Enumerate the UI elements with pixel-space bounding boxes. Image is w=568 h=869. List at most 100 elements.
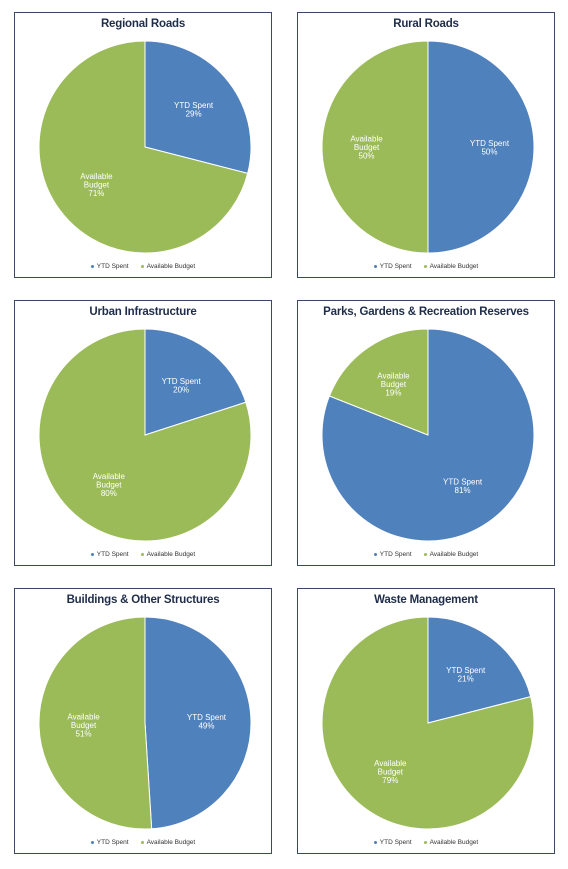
slice-label-line: YTD Spent xyxy=(446,666,486,675)
chart-panel-rural-roads: Rural Roads YTD Spent 50% Available Budget 50… xyxy=(297,12,555,278)
legend-item-available-budget: Available Budget xyxy=(140,551,196,558)
chart-legend: YTD Spent Available Budget xyxy=(15,263,271,270)
legend-label: Available Budget xyxy=(146,551,196,558)
chart-panel-urban-infrastructure: Urban Infrastructure YTD Spent 20% Availabl… xyxy=(14,300,272,566)
legend-label: YTD Spent xyxy=(379,551,412,558)
slice-percent: 51% xyxy=(76,729,92,738)
legend-item-ytd-spent: YTD Spent xyxy=(373,263,412,270)
pie-chart: YTD Spent 21% Available Budget 79% xyxy=(321,616,535,830)
legend-marker-icon xyxy=(140,264,144,268)
slice-label-line: Budget xyxy=(71,721,97,730)
pie-slice-available-budget xyxy=(38,328,252,542)
chart-panel-regional-roads: Regional Roads YTD Spent 29% Available Budge… xyxy=(14,12,272,278)
pie-chart: YTD Spent 29% Available Budget 71% xyxy=(38,40,252,254)
legend-label: Available Budget xyxy=(146,263,196,270)
legend-marker-icon xyxy=(373,552,377,556)
pie-slice-ytd-spent xyxy=(144,40,252,174)
legend-marker-icon xyxy=(423,552,427,556)
legend-label: Available Budget xyxy=(429,839,479,846)
pie-slice-available-budget xyxy=(328,328,429,436)
chart-panel-buildings-and-other-structures: Buildings & Other Structures YTD Spent 49%… xyxy=(14,588,272,854)
legend-item-available-budget: Available Budget xyxy=(423,263,479,270)
legend-item-available-budget: Available Budget xyxy=(140,839,196,846)
slice-label-ytd-spent: YTD Spent 21% xyxy=(446,666,486,684)
legend-item-ytd-spent: YTD Spent xyxy=(90,263,129,270)
legend-marker-icon xyxy=(140,840,144,844)
slice-label-line: Budget xyxy=(84,181,110,190)
legend-label: YTD Spent xyxy=(96,839,129,846)
slice-percent: 20% xyxy=(173,386,189,395)
chart-legend: YTD Spent Available Budget xyxy=(15,839,271,846)
legend-marker-icon xyxy=(90,264,94,268)
chart-title: Rural Roads xyxy=(393,18,459,30)
slice-label-ytd-spent: YTD Spent 49% xyxy=(187,713,227,731)
pie-slice-ytd-spent xyxy=(427,616,532,724)
slice-label-available-budget: Available Budget 79% xyxy=(374,759,407,785)
legend-item-ytd-spent: YTD Spent xyxy=(90,839,129,846)
pie-slice-ytd-spent xyxy=(144,616,252,830)
slice-label-line: Budget xyxy=(354,143,380,152)
chart-title: Buildings & Other Structures xyxy=(66,594,220,606)
pie-chart: YTD Spent 81% Available Budget 19% xyxy=(321,328,535,542)
slice-percent: 81% xyxy=(455,486,471,495)
chart-legend: YTD Spent Available Budget xyxy=(15,551,271,558)
legend-marker-icon xyxy=(90,552,94,556)
pie-slice-available-budget xyxy=(38,40,249,254)
legend-marker-icon xyxy=(423,264,427,268)
legend-item-available-budget: Available Budget xyxy=(140,263,196,270)
slice-label-line: YTD Spent xyxy=(174,101,214,110)
legend-label: YTD Spent xyxy=(379,839,412,846)
slice-label-line: YTD Spent xyxy=(162,377,202,386)
chart-legend: YTD Spent Available Budget xyxy=(298,263,554,270)
chart-panel-waste-management: Waste Management YTD Spent 21% Available Bud… xyxy=(297,588,555,854)
legend-marker-icon xyxy=(373,840,377,844)
slice-percent: 21% xyxy=(458,675,474,684)
slice-percent: 49% xyxy=(198,721,214,730)
slice-percent: 79% xyxy=(382,776,398,785)
slice-percent: 50% xyxy=(481,147,497,156)
slice-label-ytd-spent: YTD Spent 50% xyxy=(470,139,510,157)
slice-percent: 29% xyxy=(186,110,202,119)
pie-slice-available-budget xyxy=(321,40,429,254)
slice-label-line: Available xyxy=(350,135,383,144)
slice-percent: 50% xyxy=(359,152,375,161)
legend-label: Available Budget xyxy=(146,839,196,846)
chart-title: Urban Infrastructure xyxy=(89,306,197,318)
slice-label-ytd-spent: YTD Spent 29% xyxy=(174,101,214,119)
slice-label-ytd-spent: YTD Spent 20% xyxy=(162,377,202,395)
slice-label-line: YTD Spent xyxy=(470,139,510,148)
slice-label-line: Available xyxy=(67,712,100,721)
legend-item-available-budget: Available Budget xyxy=(423,839,479,846)
legend-marker-icon xyxy=(90,840,94,844)
pie-slice-available-budget xyxy=(38,616,153,830)
legend-label: Available Budget xyxy=(429,263,479,270)
chart-title: Parks, Gardens & Recreation Reserves xyxy=(323,306,529,318)
pie-slice-ytd-spent xyxy=(144,328,247,436)
slice-label-available-budget: Available Budget 80% xyxy=(93,472,126,498)
slice-label-available-budget: Available Budget 51% xyxy=(67,712,100,738)
slice-percent: 71% xyxy=(88,189,104,198)
chart-legend: YTD Spent Available Budget xyxy=(298,839,554,846)
slice-label-available-budget: Available Budget 19% xyxy=(377,372,410,398)
slice-label-line: YTD Spent xyxy=(443,478,483,487)
slice-label-line: YTD Spent xyxy=(187,713,227,722)
slice-label-line: Available xyxy=(377,372,410,381)
slice-label-line: Available xyxy=(374,759,407,768)
pie-slice-available-budget xyxy=(321,616,535,830)
legend-marker-icon xyxy=(140,552,144,556)
legend-item-ytd-spent: YTD Spent xyxy=(90,551,129,558)
legend-item-available-budget: Available Budget xyxy=(423,551,479,558)
slice-label-available-budget: Available Budget 50% xyxy=(350,135,383,161)
legend-item-ytd-spent: YTD Spent xyxy=(373,839,412,846)
pie-slice-ytd-spent xyxy=(427,40,535,254)
legend-label: Available Budget xyxy=(429,551,479,558)
slice-label-available-budget: Available Budget 71% xyxy=(80,172,113,198)
legend-label: YTD Spent xyxy=(379,263,412,270)
slice-percent: 19% xyxy=(385,389,401,398)
legend-marker-icon xyxy=(373,264,377,268)
slice-label-line: Budget xyxy=(378,768,404,777)
legend-label: YTD Spent xyxy=(96,263,129,270)
chart-title: Waste Management xyxy=(374,594,478,606)
pie-chart: YTD Spent 20% Available Budget 80% xyxy=(38,328,252,542)
chart-panel-parks-gardens-and-recreation-reserves: Parks, Gardens & Recreation Reserves YTD … xyxy=(297,300,555,566)
